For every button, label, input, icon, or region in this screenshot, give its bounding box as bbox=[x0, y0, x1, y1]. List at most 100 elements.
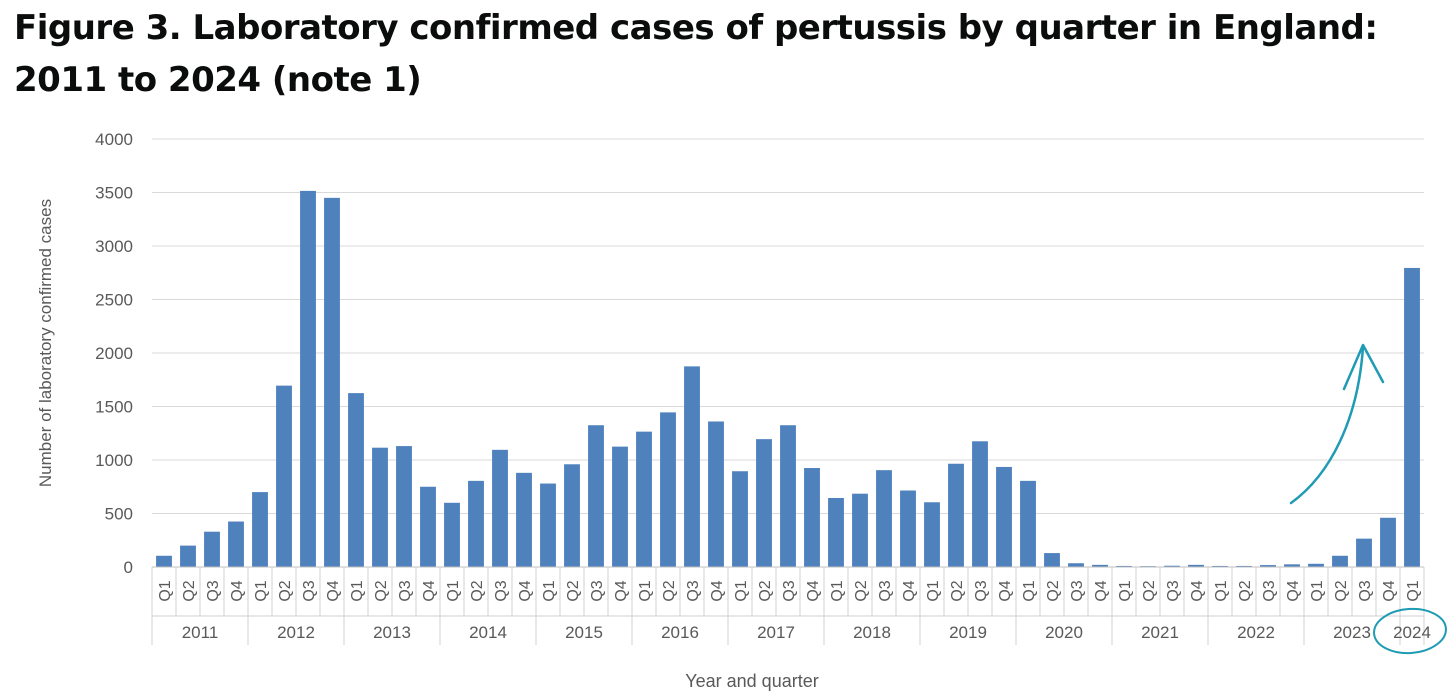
bar bbox=[588, 425, 604, 567]
bar bbox=[276, 385, 292, 567]
year-label: 2011 bbox=[182, 623, 219, 642]
x-tick-label: Q3 bbox=[781, 580, 798, 601]
bar bbox=[156, 555, 172, 567]
year-label: 2016 bbox=[661, 623, 699, 642]
bar bbox=[1356, 538, 1372, 567]
bar bbox=[348, 393, 364, 567]
x-tick-label: Q4 bbox=[1285, 580, 1302, 601]
x-tick-label: Q3 bbox=[589, 580, 606, 601]
x-tick-label: Q3 bbox=[1357, 580, 1374, 601]
x-tick-label: Q1 bbox=[925, 580, 942, 601]
x-tick-label: Q2 bbox=[757, 580, 774, 601]
x-tick-label: Q4 bbox=[421, 580, 438, 601]
bar bbox=[420, 486, 436, 567]
bar bbox=[396, 446, 412, 567]
x-tick-label: Q2 bbox=[277, 580, 294, 601]
x-tick-label: Q4 bbox=[997, 580, 1014, 601]
x-tick-label: Q2 bbox=[469, 580, 486, 601]
bar bbox=[492, 449, 508, 567]
x-axis-label: Year and quarter bbox=[685, 671, 818, 691]
arrow-shaft bbox=[1289, 345, 1365, 505]
bar bbox=[564, 464, 580, 567]
x-tick-label: Q1 bbox=[829, 580, 846, 601]
x-tick-label: Q1 bbox=[733, 580, 750, 601]
x-tick-label: Q3 bbox=[493, 580, 510, 601]
bar bbox=[924, 502, 940, 567]
y-axis-label: Number of laboratory confirmed cases bbox=[36, 199, 55, 487]
x-tick-label: Q2 bbox=[1045, 580, 1062, 601]
x-tick-label: Q1 bbox=[253, 580, 270, 601]
bar bbox=[1260, 565, 1276, 567]
bar bbox=[636, 431, 652, 567]
x-tick-label: Q2 bbox=[853, 580, 870, 601]
x-tick-label: Q1 bbox=[1117, 580, 1134, 601]
x-tick-label: Q4 bbox=[229, 580, 246, 601]
gridlines bbox=[152, 138, 1424, 514]
x-tick-label: Q3 bbox=[397, 580, 414, 601]
arrow-head bbox=[1342, 343, 1385, 391]
bar bbox=[180, 545, 196, 567]
x-tick-label: Q4 bbox=[325, 580, 342, 601]
x-tick-label: Q1 bbox=[637, 580, 654, 601]
bar bbox=[972, 441, 988, 567]
year-label: 2017 bbox=[757, 623, 795, 642]
x-tick-label: Q1 bbox=[1213, 580, 1230, 601]
bar bbox=[1164, 565, 1180, 567]
x-tick-label: Q4 bbox=[1093, 580, 1110, 601]
x-tick-label: Q1 bbox=[445, 580, 462, 601]
bar bbox=[612, 446, 628, 567]
annotations bbox=[1289, 343, 1447, 655]
bar bbox=[516, 472, 532, 567]
x-tick-label: Q2 bbox=[1237, 580, 1254, 601]
x-tick-label: Q3 bbox=[877, 580, 894, 601]
bar bbox=[828, 497, 844, 567]
y-tick-label: 2500 bbox=[95, 291, 133, 310]
year-label: 2022 bbox=[1237, 623, 1275, 642]
x-tick-label: Q4 bbox=[1189, 580, 1206, 601]
bar bbox=[1116, 565, 1132, 567]
x-tick-label: Q4 bbox=[901, 580, 918, 601]
bar bbox=[756, 439, 772, 567]
bar bbox=[204, 531, 220, 567]
year-label: 2023 bbox=[1333, 623, 1371, 642]
year-label: 2020 bbox=[1045, 623, 1083, 642]
y-tick-label: 2000 bbox=[95, 344, 133, 363]
x-axis: Q1 Q2 Q3 Q4 Q1 Q2 Q3 Q4 Q1 Q2 Q3 Q4 Q1 Q2 Q3 Q4 Q1 Q2 Q3 Q4… bbox=[151, 566, 1431, 645]
year-label: 2021 bbox=[1141, 623, 1179, 642]
bar bbox=[780, 425, 796, 567]
highlight-circle bbox=[1373, 607, 1447, 655]
x-tick-label: Q1 bbox=[1405, 580, 1422, 601]
bar bbox=[252, 492, 268, 567]
y-axis-ticks: 0 500 1000 1500 2000 2500 3000 3500 4000 bbox=[95, 130, 133, 577]
bar bbox=[708, 421, 724, 567]
bar bbox=[1212, 565, 1228, 567]
bar bbox=[1044, 553, 1060, 567]
year-label: 2024 bbox=[1393, 623, 1431, 642]
x-tick-label: Q3 bbox=[205, 580, 222, 601]
bar bbox=[684, 366, 700, 567]
y-tick-label: 0 bbox=[124, 558, 133, 577]
x-tick-label: Q1 bbox=[541, 580, 558, 601]
bar bbox=[1284, 564, 1300, 567]
x-tick-label: Q2 bbox=[373, 580, 390, 601]
year-label: 2019 bbox=[949, 623, 987, 642]
y-tick-label: 3500 bbox=[95, 184, 133, 203]
x-tick-label: Q3 bbox=[973, 580, 990, 601]
bar bbox=[948, 463, 964, 567]
bar bbox=[660, 412, 676, 567]
bar bbox=[900, 490, 916, 567]
year-label: 2015 bbox=[565, 623, 603, 642]
bar bbox=[228, 521, 244, 567]
bar bbox=[1092, 564, 1108, 567]
x-tick-label: Q3 bbox=[1261, 580, 1278, 601]
x-tick-label: Q2 bbox=[181, 580, 198, 601]
bar bbox=[732, 471, 748, 567]
year-label: 2013 bbox=[373, 623, 411, 642]
x-tick-label: Q1 bbox=[1309, 580, 1326, 601]
bar bbox=[852, 493, 868, 567]
x-tick-label: Q3 bbox=[301, 580, 318, 601]
y-tick-label: 3000 bbox=[95, 237, 133, 256]
bar bbox=[804, 468, 820, 567]
x-tick-label: Q2 bbox=[1333, 580, 1350, 601]
